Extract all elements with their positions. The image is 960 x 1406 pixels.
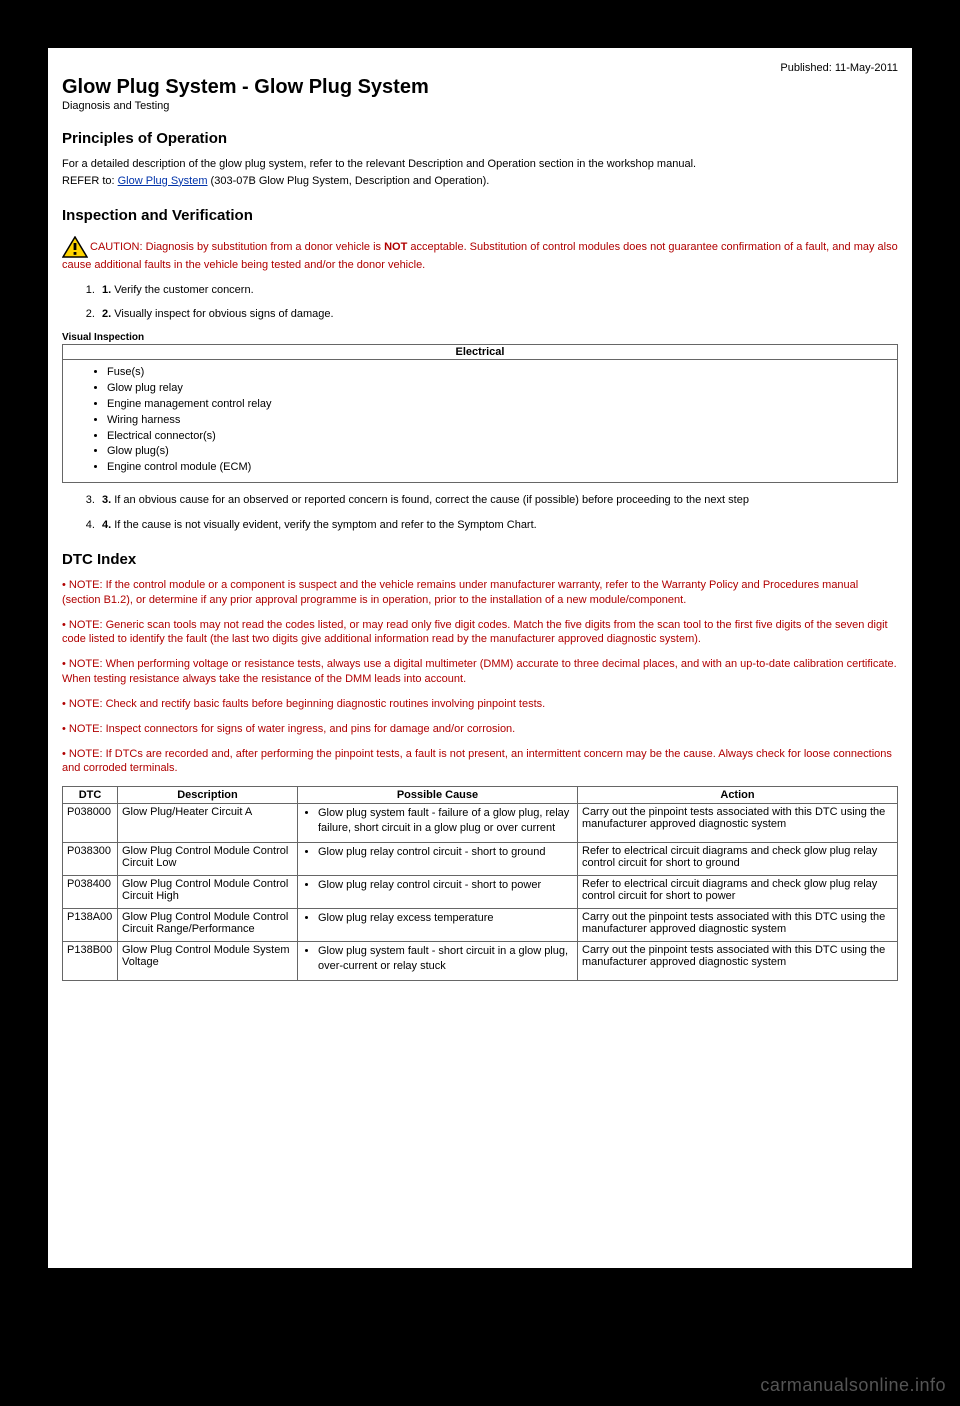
principles-paragraph: For a detailed description of the glow p… xyxy=(62,157,898,172)
dtc-note: • NOTE: When performing voltage or resis… xyxy=(62,657,898,687)
dtc-code: P038000 xyxy=(63,804,118,843)
dtc-possible-cause: Glow plug system fault - short circuit i… xyxy=(298,941,578,980)
dtc-possible-cause: Glow plug relay control circuit - short … xyxy=(298,842,578,875)
dtc-cause-item: Glow plug relay control circuit - short … xyxy=(318,845,573,860)
dtc-code: P138A00 xyxy=(63,908,118,941)
dtc-possible-cause: Glow plug relay control circuit - short … xyxy=(298,875,578,908)
dtc-description: Glow Plug Control Module Control Circuit… xyxy=(118,908,298,941)
page-title: Glow Plug System - Glow Plug System xyxy=(62,76,898,99)
dtc-table-body: P038000Glow Plug/Heater Circuit A Glow pl… xyxy=(63,804,898,980)
dtc-code: P038400 xyxy=(63,875,118,908)
step-4-num: 4. xyxy=(102,519,111,531)
dtc-cause-item: Glow plug system fault - short circuit i… xyxy=(318,944,573,974)
step-1-num: 1. xyxy=(102,284,111,296)
caution-block: CAUTION: Diagnosis by substitution from … xyxy=(62,236,898,273)
step-3: 3. If an obvious cause for an observed o… xyxy=(98,493,898,508)
dtc-action: Refer to electrical circuit diagrams and… xyxy=(578,875,898,908)
principles-heading: Principles of Operation xyxy=(62,130,898,147)
dtc-column-header: Description xyxy=(118,787,298,804)
published-date: Published: 11-May-2011 xyxy=(62,62,898,74)
dtc-row: P038300Glow Plug Control Module Control … xyxy=(63,842,898,875)
step-4: 4. If the cause is not visually evident,… xyxy=(98,518,898,533)
step-1-text: Verify the customer concern. xyxy=(111,284,253,296)
caution-label: CAUTION: xyxy=(90,241,146,253)
dtc-note: • NOTE: If the control module or a compo… xyxy=(62,578,898,608)
dtc-row: P038400Glow Plug Control Module Control … xyxy=(63,875,898,908)
visual-table-header: Electrical xyxy=(63,345,898,360)
dtc-note: • NOTE: Generic scan tools may not read … xyxy=(62,618,898,648)
refer-suffix: (303-07B Glow Plug System, Description a… xyxy=(208,175,490,187)
dtc-description: Glow Plug Control Module Control Circuit… xyxy=(118,875,298,908)
dtc-description: Glow Plug/Heater Circuit A xyxy=(118,804,298,843)
dtc-action: Carry out the pinpoint tests associated … xyxy=(578,804,898,843)
visual-inspection-table: Electrical Fuse(s)Glow plug relayEngine … xyxy=(62,344,898,483)
dtc-action: Carry out the pinpoint tests associated … xyxy=(578,908,898,941)
step-4-text: If the cause is not visually evident, ve… xyxy=(111,519,537,531)
dtc-code: P138B00 xyxy=(63,941,118,980)
document-page: Published: 11-May-2011 Glow Plug System … xyxy=(48,48,912,1268)
dtc-note: • NOTE: Check and rectify basic faults b… xyxy=(62,697,898,712)
dtc-table: DTCDescriptionPossible CauseAction P0380… xyxy=(62,786,898,980)
visual-inspection-caption: Visual Inspection xyxy=(62,332,898,343)
watermark: carmanualsonline.info xyxy=(760,1375,946,1396)
dtc-cause-item: Glow plug relay excess temperature xyxy=(318,911,573,926)
steps-list-1: 1. Verify the customer concern. 2. Visua… xyxy=(98,283,898,323)
step-1: 1. Verify the customer concern. xyxy=(98,283,898,298)
visual-bullet-item: Engine control module (ECM) xyxy=(107,460,889,475)
step-3-num: 3. xyxy=(102,494,111,506)
step-2-text: Visually inspect for obvious signs of da… xyxy=(111,308,333,320)
step-3-text: If an obvious cause for an observed or r… xyxy=(111,494,749,506)
caution-not: NOT xyxy=(384,241,407,253)
visual-bullet-item: Fuse(s) xyxy=(107,365,889,380)
caution-text-a: Diagnosis by substitution from a donor v… xyxy=(146,241,384,253)
steps-list-2: 3. If an obvious cause for an observed o… xyxy=(98,493,898,533)
dtc-code: P038300 xyxy=(63,842,118,875)
visual-bullet-item: Wiring harness xyxy=(107,413,889,428)
dtc-possible-cause: Glow plug relay excess temperature xyxy=(298,908,578,941)
dtc-column-header: Possible Cause xyxy=(298,787,578,804)
dtc-description: Glow Plug Control Module System Voltage xyxy=(118,941,298,980)
caution-triangle-icon xyxy=(62,236,88,258)
visual-bullet-item: Engine management control relay xyxy=(107,397,889,412)
refer-line: REFER to: Glow Plug System (303-07B Glow… xyxy=(62,174,898,189)
dtc-note: • NOTE: If DTCs are recorded and, after … xyxy=(62,747,898,777)
visual-bullet-list: Fuse(s)Glow plug relayEngine management … xyxy=(107,365,889,475)
dtc-row: P138A00Glow Plug Control Module Control … xyxy=(63,908,898,941)
visual-bullet-item: Glow plug(s) xyxy=(107,444,889,459)
dtc-notes: • NOTE: If the control module or a compo… xyxy=(62,578,898,776)
dtc-action: Carry out the pinpoint tests associated … xyxy=(578,941,898,980)
refer-prefix: REFER to: xyxy=(62,175,118,187)
visual-bullet-item: Electrical connector(s) xyxy=(107,429,889,444)
inspection-heading: Inspection and Verification xyxy=(62,207,898,224)
dtc-cause-item: Glow plug relay control circuit - short … xyxy=(318,878,573,893)
dtc-description: Glow Plug Control Module Control Circuit… xyxy=(118,842,298,875)
glow-plug-system-link[interactable]: Glow Plug System xyxy=(118,175,208,187)
step-2: 2. Visually inspect for obvious signs of… xyxy=(98,307,898,322)
dtc-column-header: DTC xyxy=(63,787,118,804)
visual-bullet-item: Glow plug relay xyxy=(107,381,889,396)
dtc-row: P038000Glow Plug/Heater Circuit A Glow pl… xyxy=(63,804,898,843)
page-subtitle: Diagnosis and Testing xyxy=(62,100,898,112)
dtc-row: P138B00Glow Plug Control Module System V… xyxy=(63,941,898,980)
step-2-num: 2. xyxy=(102,308,111,320)
dtc-header-row: DTCDescriptionPossible CauseAction xyxy=(63,787,898,804)
dtc-possible-cause: Glow plug system fault - failure of a gl… xyxy=(298,804,578,843)
dtc-index-heading: DTC Index xyxy=(62,551,898,568)
dtc-cause-item: Glow plug system fault - failure of a gl… xyxy=(318,806,573,836)
dtc-note: • NOTE: Inspect connectors for signs of … xyxy=(62,722,898,737)
dtc-action: Refer to electrical circuit diagrams and… xyxy=(578,842,898,875)
dtc-column-header: Action xyxy=(578,787,898,804)
